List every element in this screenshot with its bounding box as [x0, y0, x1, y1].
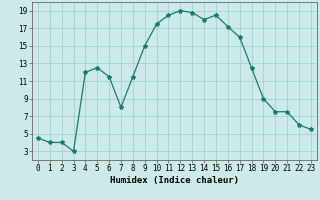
X-axis label: Humidex (Indice chaleur): Humidex (Indice chaleur)	[110, 176, 239, 185]
